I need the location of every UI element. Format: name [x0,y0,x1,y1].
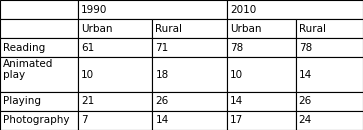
Bar [0,0,78,19]
Text: 14: 14 [299,70,312,80]
Text: Urban: Urban [230,24,261,34]
Bar [227,111,296,130]
Bar [152,19,227,38]
Bar [296,57,363,92]
Text: Photography: Photography [3,115,69,125]
Bar [152,57,227,92]
Bar [152,111,227,130]
Text: 14: 14 [230,96,243,106]
Bar [0,19,78,38]
Text: 78: 78 [230,43,243,53]
Text: 26: 26 [299,96,312,106]
Text: 24: 24 [299,115,312,125]
Bar [78,0,227,19]
Text: Rural: Rural [155,24,182,34]
Text: 18: 18 [155,70,169,80]
Bar [152,92,227,111]
Bar [78,38,152,57]
Text: 71: 71 [155,43,169,53]
Bar [296,111,363,130]
Bar [0,57,78,92]
Text: Rural: Rural [299,24,326,34]
Text: 1990: 1990 [81,5,107,15]
Bar [227,92,296,111]
Bar [227,38,296,57]
Bar [78,111,152,130]
Text: 14: 14 [155,115,169,125]
Text: 10: 10 [230,70,243,80]
Bar [78,92,152,111]
Bar [296,38,363,57]
Text: 21: 21 [81,96,94,106]
Bar [227,57,296,92]
Bar [152,38,227,57]
Bar [296,19,363,38]
Bar [0,92,78,111]
Text: 7: 7 [81,115,87,125]
Bar [227,19,296,38]
Bar [0,111,78,130]
Text: 26: 26 [155,96,169,106]
Text: 78: 78 [299,43,312,53]
Bar [0,38,78,57]
Text: 61: 61 [81,43,94,53]
Text: Reading: Reading [3,43,45,53]
Bar [78,19,152,38]
Text: 2010: 2010 [230,5,256,15]
Bar [227,0,363,19]
Text: Playing: Playing [3,96,41,106]
Text: Animated
play: Animated play [3,59,53,80]
Text: Urban: Urban [81,24,113,34]
Text: 17: 17 [230,115,243,125]
Bar [78,57,152,92]
Text: 10: 10 [81,70,94,80]
Bar [296,92,363,111]
